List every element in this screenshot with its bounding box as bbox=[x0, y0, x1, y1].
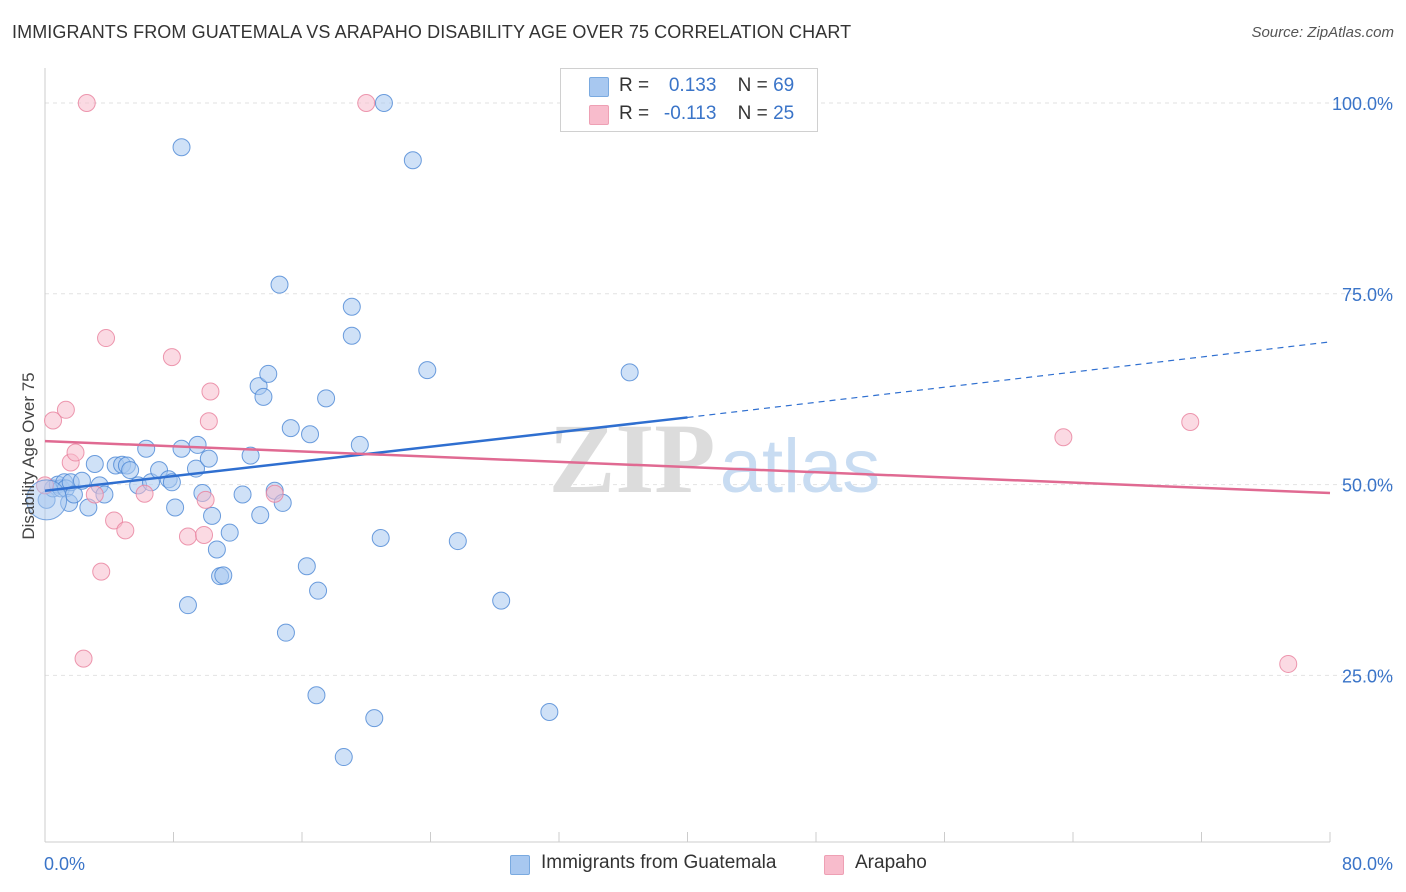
guatemala-point bbox=[276, 623, 295, 642]
arapaho-point bbox=[201, 382, 220, 401]
guatemala-point bbox=[301, 425, 320, 444]
guatemala-point bbox=[307, 686, 326, 705]
y-tick-label: 100.0% bbox=[1332, 94, 1393, 114]
guatemala-point bbox=[342, 326, 361, 345]
guatemala-point bbox=[207, 540, 226, 559]
guatemala-point bbox=[492, 591, 511, 610]
arapaho-point bbox=[1279, 654, 1298, 673]
arapaho-point bbox=[105, 511, 124, 530]
n-label: N = bbox=[737, 75, 768, 96]
arapaho-point bbox=[77, 93, 96, 112]
x-tick-label: 80.0% bbox=[1342, 854, 1393, 874]
guatemala-point bbox=[241, 446, 260, 465]
y-tick-label: 50.0% bbox=[1342, 476, 1393, 496]
guatemala-point bbox=[188, 435, 207, 454]
guatemala-point bbox=[297, 557, 316, 576]
r-label: R = bbox=[619, 103, 650, 124]
arapaho-trend-line bbox=[44, 439, 1331, 495]
arapaho-point bbox=[196, 490, 215, 509]
tick-labels: 25.0% 50.0% 75.0% 100.0% 0.0% 80.0% bbox=[44, 94, 1393, 874]
bottom-legend-swatch-arapaho bbox=[824, 855, 844, 875]
n-value: 25 bbox=[773, 103, 795, 124]
watermark-atlas: atlas bbox=[720, 424, 881, 509]
r-label: R = bbox=[619, 75, 650, 96]
legend-swatch-arapaho bbox=[589, 105, 609, 125]
arapaho-point bbox=[1054, 428, 1073, 447]
scatter-points bbox=[26, 93, 1298, 767]
guatemala-point bbox=[540, 703, 559, 722]
guatemala-point bbox=[418, 361, 437, 380]
arapaho-point bbox=[162, 348, 181, 367]
bottom-legend-label-arapaho: Arapaho bbox=[855, 852, 927, 873]
y-axis-label: Disability Age Over 75 bbox=[19, 372, 38, 539]
guatemala-point bbox=[251, 506, 270, 525]
guatemala-point bbox=[214, 566, 233, 585]
source-label: Source: ZipAtlas.com bbox=[1251, 24, 1394, 41]
watermark-zip: ZIP bbox=[549, 403, 716, 514]
bottom-legend-swatch-guatemala bbox=[510, 855, 530, 875]
guatemala-point bbox=[270, 275, 289, 294]
guatemala-point bbox=[85, 454, 104, 473]
guatemala-point bbox=[178, 596, 197, 615]
arapaho-point bbox=[178, 527, 197, 546]
guatemala-point bbox=[620, 363, 639, 382]
guatemala-point bbox=[342, 297, 361, 316]
guatemala-point bbox=[374, 93, 393, 112]
guatemala-point bbox=[172, 439, 191, 458]
arapaho-point bbox=[56, 400, 75, 419]
guatemala-point bbox=[350, 435, 369, 454]
y-tick-label: 25.0% bbox=[1342, 666, 1393, 686]
arapaho-point bbox=[1181, 413, 1200, 432]
trend-lines bbox=[44, 341, 1331, 495]
guatemala-point bbox=[281, 419, 300, 438]
arapaho-point bbox=[195, 525, 214, 544]
guatemala-point bbox=[448, 532, 467, 551]
arapaho-point bbox=[265, 484, 284, 503]
guatemala-point bbox=[403, 151, 422, 170]
arapaho-point bbox=[199, 412, 218, 431]
arapaho-point bbox=[66, 443, 85, 462]
guatemala-point bbox=[371, 529, 390, 548]
y-tick-label: 75.0% bbox=[1342, 285, 1393, 305]
arapaho-point bbox=[44, 411, 63, 430]
guatemala-point bbox=[233, 485, 252, 504]
arapaho-point bbox=[116, 521, 135, 540]
guatemala-point bbox=[162, 473, 181, 492]
guatemala-point bbox=[137, 439, 156, 458]
guatemala-point bbox=[121, 461, 140, 480]
grid-lines bbox=[45, 102, 1395, 676]
arapaho-point bbox=[97, 329, 116, 348]
n-label: N = bbox=[737, 103, 768, 124]
legend-row-guatemala: R = 0.133 N = 69 bbox=[619, 75, 794, 97]
guatemala-point bbox=[254, 387, 273, 406]
bottom-legend-label-guatemala: Immigrants from Guatemala bbox=[541, 852, 777, 873]
guatemala-point bbox=[203, 506, 222, 525]
r-value: -0.113 bbox=[663, 103, 717, 124]
arapaho-point bbox=[74, 649, 93, 668]
arapaho-point bbox=[357, 93, 376, 112]
guatemala-point bbox=[309, 581, 328, 600]
guatemala-trend-extension bbox=[687, 341, 1331, 419]
guatemala-point bbox=[259, 364, 278, 383]
guatemala-point bbox=[317, 389, 336, 408]
r-value: 0.133 bbox=[668, 75, 717, 96]
chart-title: IMMIGRANTS FROM GUATEMALA VS ARAPAHO DIS… bbox=[12, 22, 852, 42]
guatemala-point bbox=[166, 498, 185, 517]
arapaho-point bbox=[85, 485, 104, 504]
n-value: 69 bbox=[773, 75, 795, 96]
x-tick-label: 0.0% bbox=[44, 854, 85, 874]
axes bbox=[44, 68, 1331, 843]
arapaho-point bbox=[135, 484, 154, 503]
legend-swatch-guatemala bbox=[589, 77, 609, 97]
correlation-legend: R = 0.133 N = 69 R = -0.113 N = 25 bbox=[560, 68, 818, 132]
arapaho-point bbox=[92, 562, 111, 581]
legend-row-arapaho: R = -0.113 N = 25 bbox=[619, 103, 794, 125]
guatemala-point bbox=[334, 748, 353, 767]
guatemala-point bbox=[199, 449, 218, 468]
guatemala-point bbox=[220, 523, 239, 542]
guatemala-point bbox=[365, 709, 384, 728]
guatemala-point bbox=[172, 138, 191, 157]
